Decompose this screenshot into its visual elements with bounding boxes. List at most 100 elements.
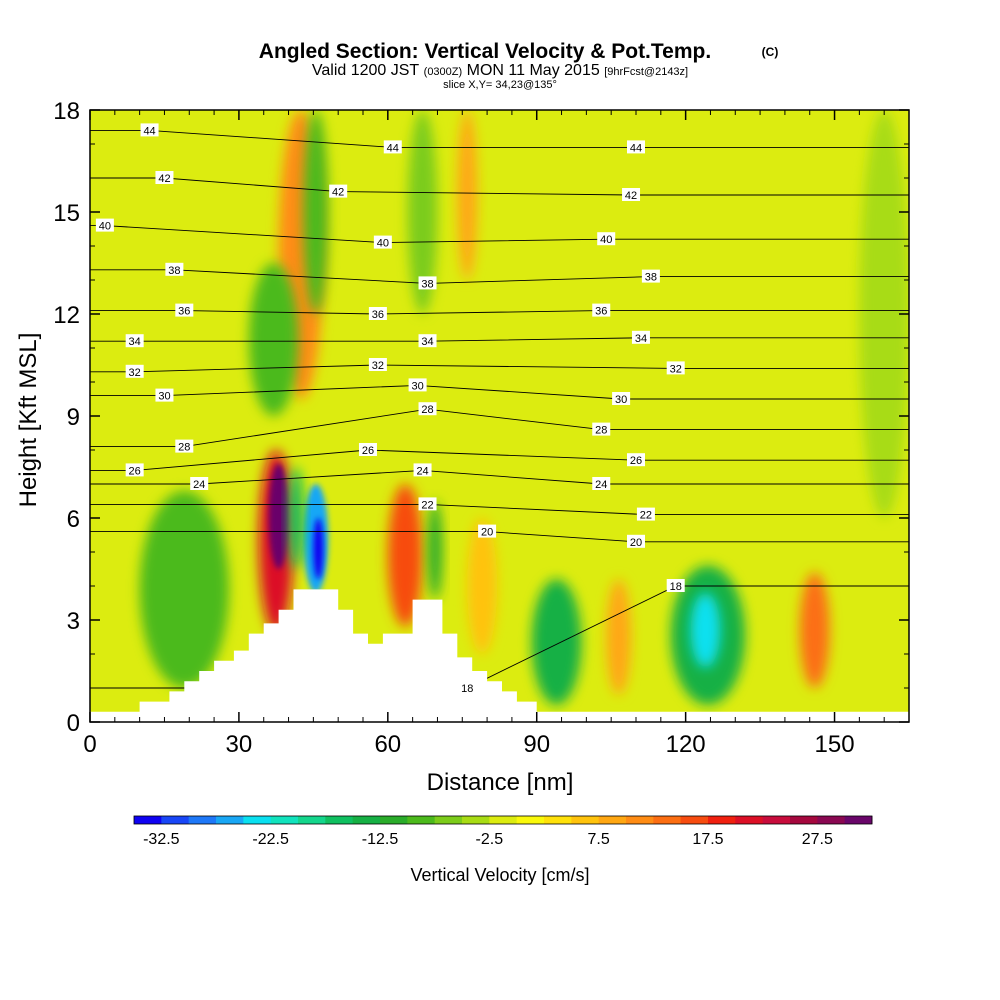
colorbar-tick-label: -32.5 — [143, 831, 180, 848]
velocity-cell — [467, 518, 498, 654]
contour-label-box — [612, 392, 631, 405]
colorbar-swatch — [462, 816, 490, 824]
contour-label-box — [627, 534, 645, 548]
contour-label-box — [413, 463, 432, 477]
contour-label: 22 — [640, 510, 652, 522]
contour-label: 20 — [630, 537, 642, 549]
velocity-cell — [139, 490, 229, 688]
colorbar-swatch — [434, 816, 463, 824]
colorbar-swatch — [188, 816, 217, 824]
colorbar-swatch — [844, 816, 873, 824]
colorbar-tick-label: 17.5 — [692, 831, 723, 848]
contour-label-box — [140, 123, 159, 137]
contour-labels: 18 18 20 20 22 22 24 24 24 26 26 26 28 28 28 30 30 30 32 32… — [95, 123, 685, 695]
colorbar-swatch — [735, 816, 764, 824]
colorbar-swatch — [270, 816, 299, 824]
colorbar-swatch — [161, 816, 190, 824]
contour-label-box — [155, 388, 174, 402]
velocity-cell — [313, 518, 324, 580]
contour-label: 30 — [158, 391, 170, 403]
colorbar-swatch — [243, 816, 272, 824]
colorbar-swatch — [134, 816, 162, 824]
colorbar-swatch — [708, 816, 736, 824]
velocity-cell — [427, 501, 443, 600]
y-tick-label: 0 — [67, 710, 80, 737]
x-tick-label: 0 — [83, 731, 96, 758]
colorbar-swatch — [790, 816, 818, 824]
contour-label-box — [125, 334, 144, 348]
subtitle-date: MON 11 May 2015 — [467, 62, 600, 79]
contour-label: 24 — [193, 479, 205, 491]
subtitle-utc: (0300Z) — [424, 66, 463, 78]
contour-label-box — [125, 364, 144, 378]
velocity-cell — [799, 572, 830, 688]
contour-label-box — [165, 262, 184, 276]
colorbar-tick-label: -22.5 — [252, 831, 289, 848]
contour-label-box — [155, 171, 174, 184]
isentrope-22 — [90, 503, 909, 516]
colorbar-swatch — [380, 816, 408, 824]
isentrope-20 — [90, 531, 909, 543]
colorbar-swatch — [680, 816, 709, 824]
contour-label-box — [358, 443, 377, 456]
contour-label-box — [458, 681, 477, 694]
contour-label: 34 — [421, 336, 433, 348]
contour-label: 40 — [99, 221, 111, 233]
contour-label: 42 — [625, 190, 637, 202]
contour-label-box — [592, 477, 611, 490]
x-tick-label: 90 — [523, 731, 550, 758]
contour-label-box — [418, 334, 437, 348]
contour-label-box — [408, 378, 427, 392]
contour-label-box — [368, 307, 387, 320]
terrain-mask — [90, 589, 909, 722]
contour-label: 24 — [416, 465, 428, 477]
contour-label: 38 — [421, 278, 433, 290]
title-mark: (C) — [762, 45, 779, 59]
contour-label-box — [373, 235, 392, 249]
contour-label-box — [175, 439, 194, 453]
colorbar-swatch — [516, 816, 545, 824]
velocity-cell — [531, 579, 582, 705]
contour-label-box — [592, 422, 611, 436]
subtitle-forecast: [9hrFcst@2143z] — [604, 66, 688, 78]
contour-label: 34 — [635, 333, 647, 345]
velocity-field — [139, 110, 909, 705]
contour-label: 40 — [377, 238, 389, 250]
contour-label: 42 — [158, 173, 170, 185]
x-tick-label: 120 — [666, 731, 706, 758]
velocity-cell — [407, 110, 438, 314]
colorbar-swatch — [626, 816, 654, 824]
contour-label-box — [636, 507, 655, 521]
velocity-cell — [690, 592, 721, 668]
y-tick-label: 6 — [67, 506, 80, 533]
colorbar-label: Vertical Velocity [cm/s] — [410, 865, 589, 885]
contour-label-box — [631, 330, 650, 344]
contour-label-box — [125, 463, 144, 477]
contour-label: 28 — [421, 404, 433, 416]
contour-label: 26 — [362, 445, 374, 457]
contour-label: 36 — [178, 306, 190, 318]
colorbar-swatch — [571, 816, 600, 824]
contour-label: 28 — [178, 442, 190, 454]
contour-label: 42 — [332, 187, 344, 199]
x-tick-label: 60 — [374, 731, 401, 758]
chart-subtitle: Valid 1200 JST (0300Z) MON 11 May 2015 [… — [312, 62, 688, 79]
contour-label-box — [622, 188, 641, 201]
velocity-cell — [457, 110, 478, 280]
contour-label: 40 — [600, 234, 612, 246]
contour-label: 36 — [595, 306, 607, 318]
contour-label-box — [666, 361, 685, 375]
plot-area: 18 18 20 20 22 22 24 24 24 26 26 26 28 28 28 30 30 30 32 32… — [90, 110, 909, 722]
contour-label: 18 — [670, 581, 682, 593]
colorbar-swatch — [544, 816, 572, 824]
contour-label: 18 — [461, 683, 473, 695]
colorbar-swatch — [407, 816, 436, 824]
contour-label-box — [597, 232, 616, 246]
colorbar-swatch — [489, 816, 518, 824]
y-tick-label: 9 — [67, 404, 80, 431]
contour-label-box — [592, 303, 611, 317]
contour-label-box — [627, 140, 645, 154]
velocity-cell — [303, 110, 329, 314]
